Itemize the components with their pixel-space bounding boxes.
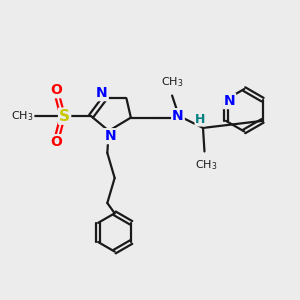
Text: S: S (59, 109, 70, 124)
Text: N: N (96, 86, 108, 100)
Text: O: O (50, 135, 62, 149)
Text: O: O (50, 83, 62, 97)
Text: H: H (195, 113, 205, 126)
Text: N: N (104, 129, 116, 143)
Text: CH$_3$: CH$_3$ (195, 158, 217, 172)
Text: CH$_3$: CH$_3$ (161, 75, 184, 89)
Text: N: N (172, 109, 184, 123)
Text: N: N (224, 94, 235, 108)
Text: CH$_3$: CH$_3$ (11, 109, 34, 123)
